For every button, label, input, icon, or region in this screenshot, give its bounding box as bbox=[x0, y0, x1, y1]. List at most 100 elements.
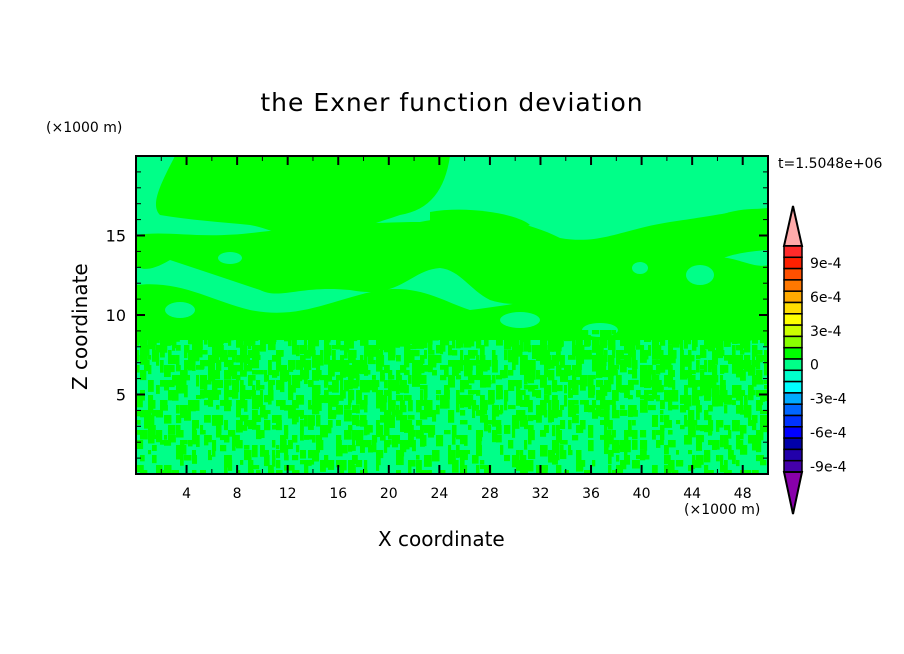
contour-cell bbox=[208, 370, 216, 382]
contour-cell bbox=[384, 365, 390, 374]
contour-cell bbox=[384, 440, 390, 448]
contour-cell bbox=[508, 380, 515, 391]
contour-cell bbox=[716, 420, 724, 428]
contour-cell bbox=[428, 340, 433, 351]
contour-cell bbox=[752, 355, 756, 362]
contour-cell bbox=[660, 415, 664, 423]
contour-cell bbox=[404, 395, 412, 401]
contour-cell bbox=[172, 390, 179, 401]
contour-cell bbox=[312, 450, 320, 462]
contour-region bbox=[286, 294, 314, 306]
contour-cell bbox=[336, 340, 341, 350]
contour-cell bbox=[664, 465, 672, 474]
contour-cell bbox=[672, 350, 677, 359]
time-annotation: t=1.5048e+06 bbox=[778, 156, 883, 172]
contour-cell bbox=[760, 395, 765, 402]
contour-cell bbox=[188, 360, 195, 371]
contour-cell bbox=[388, 405, 393, 412]
contour-cell bbox=[240, 355, 245, 363]
contour-cell bbox=[156, 410, 164, 418]
contour-cell bbox=[268, 465, 274, 471]
contour-cell bbox=[160, 330, 164, 337]
contour-cell bbox=[432, 370, 437, 376]
contour-cell bbox=[172, 335, 178, 340]
contour-cell bbox=[652, 330, 658, 335]
contour-cell bbox=[316, 385, 321, 395]
contour-cell bbox=[524, 360, 529, 368]
contour-cell bbox=[256, 330, 260, 339]
chart-title: the Exner function deviation bbox=[260, 88, 644, 117]
contour-cell bbox=[368, 345, 374, 350]
contour-cell bbox=[148, 380, 154, 392]
contour-cell bbox=[228, 365, 234, 377]
contour-cell bbox=[424, 340, 428, 348]
contour-cell bbox=[308, 460, 315, 465]
contour-cell bbox=[320, 395, 326, 403]
contour-cell bbox=[140, 355, 148, 365]
contour-cell bbox=[736, 345, 741, 351]
contour-cell bbox=[524, 330, 530, 336]
contour-cell bbox=[748, 360, 752, 369]
contour-cell bbox=[596, 380, 604, 388]
contour-cell bbox=[296, 380, 301, 388]
contour-cell bbox=[280, 400, 286, 409]
colorbar-box bbox=[783, 324, 803, 338]
contour-cell bbox=[600, 330, 607, 338]
contour-cell bbox=[296, 345, 300, 355]
contour-cell bbox=[348, 470, 356, 474]
contour-cell bbox=[568, 450, 573, 456]
contour-cell bbox=[544, 425, 549, 434]
contour-cell bbox=[644, 455, 650, 460]
contour-cell bbox=[256, 355, 261, 361]
contour-cell bbox=[520, 450, 524, 457]
contour-cell bbox=[700, 425, 705, 432]
x-tick-label: 40 bbox=[633, 486, 651, 502]
contour-cell bbox=[300, 330, 305, 338]
contour-cell bbox=[448, 445, 452, 453]
contour-cell bbox=[168, 425, 176, 435]
contour-cell bbox=[640, 365, 648, 373]
contour-cell bbox=[192, 470, 197, 474]
contour-cell bbox=[640, 355, 647, 363]
contour-cell bbox=[344, 410, 352, 422]
contour-cell bbox=[368, 445, 374, 453]
contour-cell bbox=[492, 430, 498, 443]
colorbar-tick-label: -3e-4 bbox=[810, 392, 847, 408]
contour-cell bbox=[248, 390, 256, 397]
contour-cell bbox=[220, 350, 227, 362]
contour-cell bbox=[516, 345, 523, 357]
contour-cell bbox=[468, 425, 472, 430]
contour-cell bbox=[576, 455, 582, 464]
contour-cell bbox=[212, 390, 220, 401]
contour-cell bbox=[364, 440, 372, 448]
contour-cell bbox=[636, 345, 640, 350]
contour-cell bbox=[432, 450, 440, 462]
contour-cell bbox=[648, 405, 656, 411]
contour-cell bbox=[552, 425, 556, 437]
contour-cell bbox=[424, 395, 428, 405]
contour-cell bbox=[216, 380, 224, 388]
contour-cell bbox=[288, 365, 294, 372]
contour-cell bbox=[328, 410, 336, 420]
contour-cell bbox=[140, 410, 146, 418]
contour-cell bbox=[292, 415, 299, 423]
contour-cell bbox=[280, 365, 288, 374]
contour-cell bbox=[496, 395, 500, 400]
contour-cell bbox=[204, 380, 212, 385]
contour-cell bbox=[568, 355, 576, 360]
contour-cell bbox=[664, 375, 670, 387]
contour-cell bbox=[436, 405, 440, 415]
contour-cell bbox=[388, 435, 392, 440]
contour-cell bbox=[692, 340, 698, 347]
contour-cell bbox=[704, 345, 712, 350]
contour-cell bbox=[140, 330, 144, 335]
contour-cell bbox=[620, 360, 625, 370]
contour-cell bbox=[576, 365, 582, 378]
contour-cell bbox=[692, 380, 698, 387]
contour-cell bbox=[352, 455, 358, 465]
contour-cell bbox=[384, 395, 388, 403]
contour-cell bbox=[424, 400, 432, 411]
contour-cell bbox=[324, 360, 332, 365]
contour-cell bbox=[548, 400, 552, 412]
contour-cell bbox=[180, 440, 185, 450]
